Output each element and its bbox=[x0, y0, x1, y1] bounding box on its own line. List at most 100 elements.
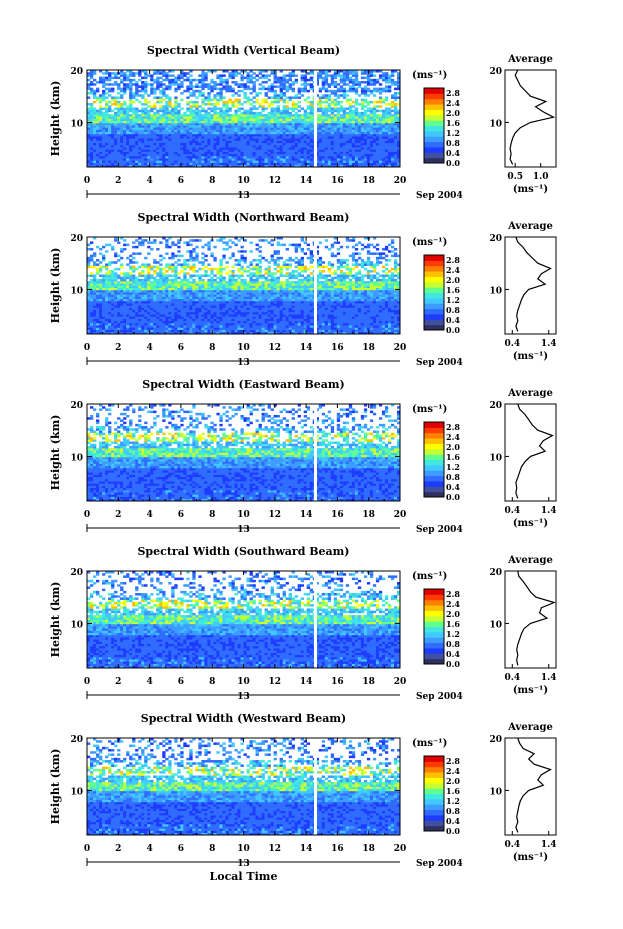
colorbar-segment bbox=[424, 589, 444, 595]
x-tick-label: 0 bbox=[84, 844, 90, 854]
colorbar-tick-label: 2.8 bbox=[446, 589, 460, 599]
average-x-tick-label: 0.4 bbox=[504, 673, 520, 683]
heatmap-field bbox=[87, 237, 401, 335]
x-tick-label: 6 bbox=[178, 343, 184, 353]
y-tick-label: 20 bbox=[70, 735, 83, 745]
colorbar-segment bbox=[424, 798, 444, 805]
x-tick-label: 14 bbox=[300, 677, 313, 687]
colorbar: (ms⁻¹) 0.00.40.81.21.62.02.42.8 bbox=[412, 738, 460, 836]
x-tick-label: 12 bbox=[269, 176, 282, 186]
y-axis-label: Height (km) bbox=[49, 248, 62, 324]
data-gap bbox=[313, 571, 317, 668]
y-tick-label: 20 bbox=[70, 401, 83, 411]
colorbar-tick-label: 1.2 bbox=[446, 796, 460, 806]
colorbar-segment bbox=[424, 470, 444, 477]
panel-5: Spectral Width (Westward Beam) 0 2 4 6 8 10 12 1… bbox=[49, 712, 557, 869]
heatmap-field bbox=[87, 70, 401, 168]
colorbar-tick-label: 2.8 bbox=[446, 422, 460, 432]
x-tick-label: 18 bbox=[362, 176, 375, 186]
x-tick-label: 8 bbox=[209, 176, 215, 186]
colorbar-tick-label: 1.6 bbox=[446, 118, 460, 128]
colorbar: (ms⁻¹) 0.00.40.81.21.62.02.42.8 bbox=[412, 70, 460, 168]
date-label: Sep 2004 bbox=[416, 191, 463, 201]
colorbar-tick-label: 2.4 bbox=[446, 432, 460, 442]
heatmap-field bbox=[87, 404, 401, 502]
colorbar-tick-label: 0.0 bbox=[446, 158, 460, 168]
colorbar-segment bbox=[424, 432, 444, 439]
colorbar-tick-label: 2.8 bbox=[446, 255, 460, 265]
y-tick-label: 10 bbox=[70, 119, 83, 129]
average-x-label: (ms⁻¹) bbox=[513, 518, 548, 529]
colorbar-segment bbox=[424, 130, 444, 137]
colorbar-segment bbox=[424, 605, 444, 611]
average-frame bbox=[504, 570, 557, 669]
x-tick-label: 14 bbox=[300, 343, 313, 353]
colorbar-segment bbox=[424, 809, 444, 816]
colorbar-segment bbox=[424, 88, 444, 94]
y-tick-label: 10 bbox=[70, 620, 83, 630]
day-label: 13 bbox=[237, 358, 250, 368]
y-axis-label: Height (km) bbox=[49, 81, 62, 157]
colorbar-segment bbox=[424, 793, 444, 800]
average-x-tick-label: 1.4 bbox=[541, 673, 557, 683]
colorbar-segment bbox=[424, 621, 444, 627]
colorbar-segment bbox=[424, 756, 444, 762]
colorbar-segment bbox=[424, 615, 444, 622]
average-y-tick-label: 20 bbox=[489, 401, 502, 411]
colorbar-segment bbox=[424, 303, 444, 310]
colorbar-units: (ms⁻¹) bbox=[412, 237, 447, 248]
panel-4: Spectral Width (Southward Beam) 0 2 4 6 8 10 12… bbox=[49, 545, 557, 702]
y-axis-label: Height (km) bbox=[49, 582, 62, 658]
colorbar-segment bbox=[424, 443, 444, 450]
x-tick-label: 8 bbox=[209, 844, 215, 854]
colorbar-segment bbox=[424, 626, 444, 633]
colorbar-tick-label: 2.8 bbox=[446, 88, 460, 98]
colorbar-segment bbox=[424, 265, 444, 272]
x-tick-label: 20 bbox=[394, 844, 407, 854]
colorbar-tick-label: 0.8 bbox=[446, 639, 460, 649]
average-profile-line bbox=[509, 69, 556, 165]
colorbar-segment bbox=[424, 93, 444, 100]
colorbar-segment bbox=[424, 820, 444, 827]
date-label: Sep 2004 bbox=[416, 859, 463, 869]
y-tick-label: 20 bbox=[70, 234, 83, 244]
x-tick-label: 10 bbox=[237, 176, 250, 186]
average-x-tick-label: 0.4 bbox=[504, 840, 520, 850]
average-x-tick-label: 0.4 bbox=[504, 339, 520, 349]
data-gap bbox=[313, 237, 317, 334]
day-label: 13 bbox=[237, 191, 250, 201]
colorbar-segment bbox=[424, 772, 444, 778]
x-tick-label: 16 bbox=[331, 510, 344, 520]
average-y-tick-label: 10 bbox=[489, 453, 502, 463]
average-panel: Average 10 20 0.4 1.4 (ms⁻¹) bbox=[489, 555, 556, 696]
colorbar-segment bbox=[424, 475, 444, 482]
colorbar-units: (ms⁻¹) bbox=[412, 404, 447, 415]
colorbar-segment bbox=[424, 594, 444, 601]
colorbar-segment bbox=[424, 120, 444, 126]
colorbar-segment bbox=[424, 324, 444, 331]
average-title: Average bbox=[507, 221, 553, 232]
x-tick-label: 12 bbox=[269, 844, 282, 854]
colorbar-units: (ms⁻¹) bbox=[412, 571, 447, 582]
colorbar-segment bbox=[424, 281, 444, 288]
x-tick-label: 14 bbox=[300, 510, 313, 520]
x-tick-label: 16 bbox=[331, 343, 344, 353]
x-tick-label: 12 bbox=[269, 510, 282, 520]
colorbar-tick-label: 1.6 bbox=[446, 452, 460, 462]
panel-title: Spectral Width (Westward Beam) bbox=[141, 712, 346, 725]
colorbar-tick-label: 0.0 bbox=[446, 492, 460, 502]
colorbar-segment bbox=[424, 637, 444, 644]
colorbar-segment bbox=[424, 427, 444, 434]
colorbar-segment bbox=[424, 104, 444, 110]
x-tick-label: 10 bbox=[237, 343, 250, 353]
colorbar-segment bbox=[424, 297, 444, 304]
average-panel: Average 10 20 0.4 1.4 (ms⁻¹) bbox=[489, 722, 556, 863]
average-x-tick-label: 0.4 bbox=[504, 506, 520, 516]
heatmap-field bbox=[87, 738, 401, 836]
panel-title: Spectral Width (Vertical Beam) bbox=[147, 44, 340, 57]
average-frame bbox=[504, 403, 557, 502]
day-label: 13 bbox=[237, 525, 250, 535]
colorbar-segment bbox=[424, 98, 444, 105]
colorbar-tick-label: 1.2 bbox=[446, 462, 460, 472]
colorbar-segment bbox=[424, 271, 444, 277]
